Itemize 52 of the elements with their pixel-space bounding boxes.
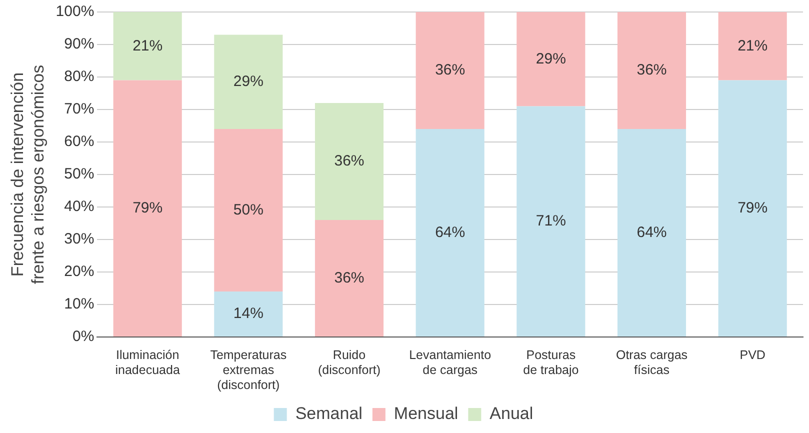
data-label: 79%: [132, 200, 163, 217]
y-tick-label: 90%: [64, 36, 94, 53]
data-label: 50%: [233, 201, 264, 218]
data-label: 36%: [636, 62, 667, 79]
y-tick-label: 50%: [64, 166, 94, 183]
data-label: 79%: [738, 200, 768, 217]
bar: [214, 129, 283, 292]
x-tick-label: Levantamiento de cargas: [409, 348, 492, 377]
bar: [314, 220, 384, 336]
data-label: 64%: [435, 224, 466, 241]
bar: [718, 12, 787, 80]
y-tick-label: 80%: [64, 68, 94, 86]
data-label: 71%: [536, 212, 566, 230]
bar: [516, 106, 586, 336]
data-label: 21%: [738, 37, 768, 54]
bar: [314, 103, 384, 220]
y-tick-label: 60%: [64, 133, 94, 150]
y-tick-label: 70%: [64, 100, 94, 118]
data-label: 64%: [636, 224, 667, 241]
bar: [516, 12, 586, 106]
y-tick-label: 40%: [64, 198, 94, 216]
x-tick-label: Ruido (disconfort): [318, 348, 381, 377]
bar: [718, 80, 787, 336]
legend-label: Mensual: [394, 404, 458, 424]
data-label: 36%: [435, 62, 466, 79]
x-tick-label: Temperaturas extremas (disconfort): [210, 348, 287, 392]
data-label: 14%: [233, 305, 264, 322]
x-tick-label: Posturas de trabajo: [523, 348, 579, 377]
y-tick-label: 10%: [64, 296, 94, 313]
bar: [113, 12, 182, 80]
data-label: 29%: [536, 50, 566, 68]
bar: [416, 129, 484, 336]
bar: [214, 34, 283, 129]
bar: [113, 80, 182, 336]
y-tick-label: 0%: [72, 328, 94, 346]
legend-label: Semanal: [295, 404, 362, 424]
y-tick-label: 100%: [56, 3, 94, 20]
y-tick-label: 30%: [64, 230, 94, 248]
legend-label: Anual: [490, 404, 534, 424]
x-tick-label: Otras cargas físicas: [616, 348, 688, 377]
y-axis-title: Frecuencia de intervención frente a riesgos ergonómicos: [8, 64, 48, 284]
bar: [617, 12, 686, 129]
data-label: 36%: [334, 152, 364, 170]
data-label: 29%: [233, 73, 264, 90]
bar: [416, 12, 484, 129]
x-tick-label: PVD: [740, 348, 766, 362]
y-tick-label: 20%: [64, 263, 94, 280]
data-label: 36%: [334, 269, 364, 286]
data-label: 21%: [132, 37, 163, 54]
x-tick-label: Iluminación inadecuada: [115, 348, 180, 377]
bar: [214, 292, 283, 336]
bar: [617, 129, 686, 336]
